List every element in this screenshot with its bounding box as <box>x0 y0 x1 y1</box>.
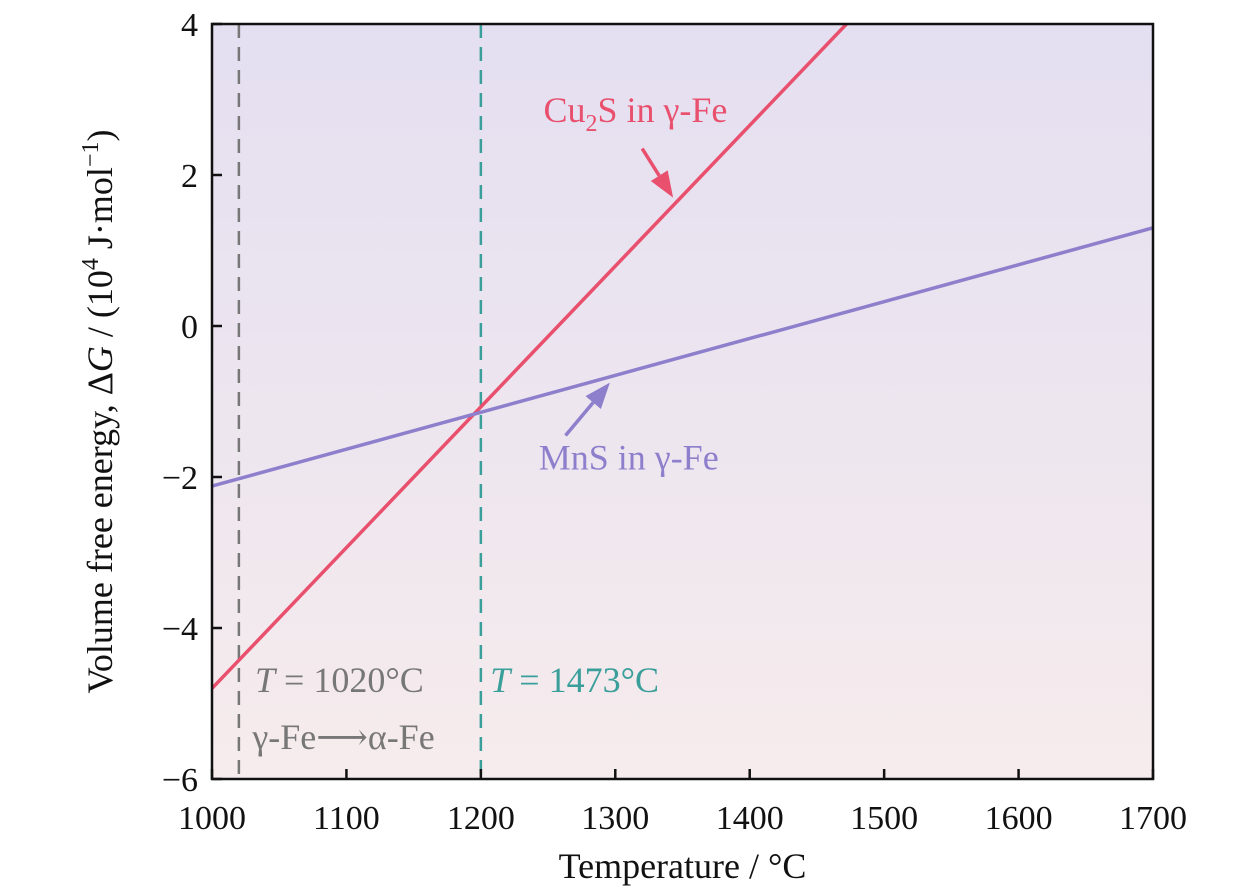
y-axis-label-prefix: Volume free energy, Δ <box>80 372 120 693</box>
series-label-cu2s: Cu2S in γ-Fe <box>543 90 727 137</box>
y-axis-ticks: −6 −4 −2 0 2 4 <box>162 7 222 799</box>
y-axis-label-units-open: / (10 <box>80 270 120 346</box>
x-tick-label-1400: 1400 <box>716 800 784 837</box>
vertical-reference-lines <box>237 24 483 779</box>
series-line-1 <box>212 226 1153 488</box>
series-label-cu2s-a: Cu <box>543 90 585 130</box>
vline-label-1473-T: T <box>490 660 513 700</box>
vline-label-phase-transition: γ-Fe⟶α-Fe <box>251 717 434 757</box>
vline-label-1473-rest: = 1473°C <box>510 660 659 700</box>
x-tick-label-1200: 1200 <box>447 800 515 837</box>
y-tick-label-0: −6 <box>162 762 198 799</box>
x-axis-ticks: 1000 1100 1200 1300 1400 1500 1600 1700 <box>178 769 1187 837</box>
y-tick-label-2: −2 <box>162 460 198 497</box>
plot-frame <box>210 22 1155 781</box>
y-tick-label-4: 2 <box>181 158 198 195</box>
series-lines <box>212 24 1153 690</box>
x-tick-label-1500: 1500 <box>850 800 918 837</box>
plot-area-background <box>212 24 1153 779</box>
vline-label-1473: T = 1473°C <box>490 660 659 700</box>
y-tick-label-3: 0 <box>181 309 198 346</box>
series-label-cu2s-b: S in γ-Fe <box>597 90 727 130</box>
arrow-head-0 <box>650 170 674 198</box>
vline-label-1020-rest: = 1020°C <box>275 660 424 700</box>
annotation-labels: Cu2S in γ-Fe MnS in γ-Fe T = 1020°C γ-Fe… <box>251 90 727 757</box>
series-label-mns: MnS in γ-Fe <box>539 437 719 477</box>
x-tick-label-1300: 1300 <box>581 800 649 837</box>
vline-label-1020-T: T <box>255 660 278 700</box>
vline-label-1020: T = 1020°C <box>255 660 424 700</box>
y-tick-label-5: 4 <box>181 7 198 44</box>
x-tick-label-1600: 1600 <box>985 800 1053 837</box>
y-axis-label: Volume free energy, ΔG / (104 J·mol−1) <box>78 130 120 694</box>
y-axis-label-symbol: G <box>80 346 120 372</box>
x-tick-label-1100: 1100 <box>313 800 380 837</box>
arrow-head-1 <box>585 382 610 409</box>
y-axis-label-units-close: ) <box>80 130 120 142</box>
x-tick-label-1700: 1700 <box>1119 800 1187 837</box>
x-tick-label-1000: 1000 <box>178 800 246 837</box>
y-tick-label-1: −4 <box>162 611 198 648</box>
series-line-0 <box>212 24 848 690</box>
y-axis-label-units-mid: J·mol <box>80 167 120 258</box>
annotation-arrows <box>564 147 674 437</box>
arrow-shaft-1 <box>564 401 595 437</box>
y-axis-label-exponent: 4 <box>78 258 104 270</box>
x-axis-label: Temperature / °C <box>559 846 807 886</box>
y-axis-label-exponent2: −1 <box>78 142 104 168</box>
series-label-cu2s-sub: 2 <box>585 111 597 137</box>
arrow-shaft-0 <box>640 147 661 177</box>
